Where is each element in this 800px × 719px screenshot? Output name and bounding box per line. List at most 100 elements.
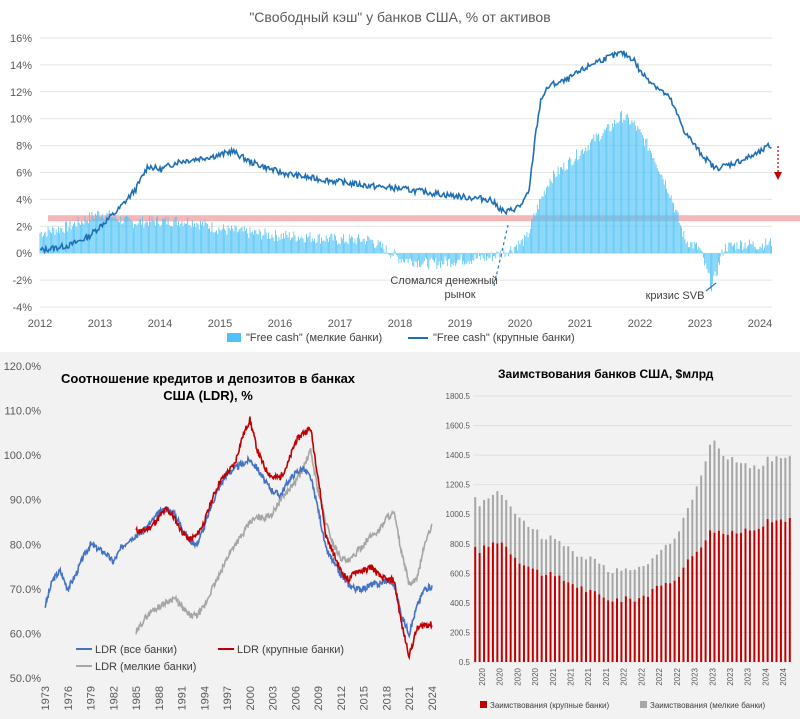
bar-borrow-small (474, 497, 477, 547)
bar-borrow-large (779, 519, 782, 662)
bar-borrow-small (553, 538, 556, 577)
bar-borrow-large (505, 546, 508, 662)
bar-borrow-small (584, 559, 587, 593)
bar-borrow-small (478, 506, 481, 553)
bar-borrow-small (593, 558, 596, 592)
bar-borrow-small (509, 506, 512, 555)
bar-borrow-large (647, 596, 650, 662)
bar-borrow-large (598, 594, 601, 662)
bar-borrow-small (713, 440, 716, 533)
down-arrowhead-icon (774, 172, 782, 180)
chart-title-line1: Соотношение кредитов и депозитов в банка… (61, 371, 356, 386)
x-tick-label: 2021 (568, 318, 592, 330)
money-market-annotation-line (493, 224, 509, 287)
bar-borrow-small (571, 551, 574, 585)
y-tick-label: 14% (10, 60, 32, 72)
y-tick-label: 50.0% (10, 673, 41, 685)
x-tick-label: 2021 (602, 667, 611, 685)
x-tick-label: 1997 (222, 686, 234, 710)
bar-borrow-large (474, 546, 477, 662)
bar-borrow-large (660, 585, 663, 662)
bar-borrow-large (633, 601, 636, 662)
bar-borrow-small (638, 566, 641, 599)
bar-borrow-large (771, 522, 774, 662)
bar-borrow-small (615, 568, 618, 599)
bar-borrow-small (500, 494, 503, 543)
y-tick-label: -4% (12, 302, 32, 314)
x-tick-label: 1991 (177, 686, 189, 710)
y-tick-label: 6% (16, 168, 32, 180)
bar-borrow-large (691, 556, 694, 662)
x-tick-label: 2000 (245, 686, 257, 710)
bar-borrow-large (553, 576, 556, 662)
chart-title: "Свободный кэш" у банков США, % от актив… (249, 9, 550, 25)
x-tick-label: 2018 (388, 318, 412, 330)
x-tick-label: 2024 (779, 667, 788, 685)
bar-borrow-large (571, 584, 574, 662)
bar-borrow-large (757, 528, 760, 662)
y-tick-label: 0% (16, 248, 32, 260)
bar-borrow-large (722, 533, 725, 662)
bar-borrow-large (584, 592, 587, 662)
x-tick-label: 1982 (108, 686, 120, 710)
bar-borrow-small (642, 566, 645, 596)
bar-borrow-large (602, 597, 605, 662)
bar-borrow-large (580, 586, 583, 662)
x-tick-label: 2015 (359, 686, 371, 710)
y-tick-label: 1800.5 (446, 392, 471, 401)
legend-label-ldr-large: LDR (крупные банки) (237, 644, 344, 656)
bar-borrow-large (540, 575, 543, 662)
bar-borrow-small (527, 526, 530, 567)
legend-label-borrow-small: Заимствования (мелкие банки) (650, 701, 765, 710)
x-tick-label: 1988 (154, 686, 166, 710)
bar-borrow-small (753, 465, 756, 531)
bar-borrow-large (766, 519, 769, 662)
x-tick-label: 2014 (148, 318, 172, 330)
x-tick-label: 2023 (744, 667, 753, 685)
bar-borrow-large (740, 532, 743, 662)
bar-borrow-large (624, 596, 627, 662)
bar-borrow-small (664, 544, 667, 583)
bar-borrow-small (779, 458, 782, 520)
bar-borrow-large (478, 552, 481, 662)
y-tick-label: 60.0% (10, 628, 41, 640)
line-ldr-large (135, 416, 433, 661)
bar-borrow-small (757, 469, 760, 529)
bar-borrow-large (713, 532, 716, 662)
legend-label-large-banks: "Free cash" (крупные банки) (433, 332, 575, 344)
x-tick-label: 2020 (513, 667, 522, 685)
y-tick-label: 1400.5 (446, 451, 471, 460)
bar-borrow-large (686, 559, 689, 662)
bar-borrow-large (638, 598, 641, 662)
y-tick-label: 110.0% (5, 406, 42, 418)
bar-borrow-large (629, 598, 632, 662)
y-tick-label: 1600.5 (446, 422, 471, 431)
bar-borrow-small (748, 468, 751, 531)
bar-borrow-large (536, 569, 539, 662)
bar-borrow-large (518, 563, 521, 662)
money-market-annotation-line1: Сломался денежный (390, 275, 497, 287)
bar-borrow-small (788, 456, 791, 518)
bar-borrow-large (651, 588, 654, 662)
x-tick-label: 2022 (620, 667, 629, 685)
bar-borrow-small (655, 554, 658, 586)
bar-borrow-small (518, 517, 521, 564)
bar-borrow-small (607, 572, 610, 601)
bar-borrow-large (531, 568, 534, 662)
bar-borrow-small (629, 570, 632, 599)
legend-label-small-banks: "Free cash" (мелкие банки) (246, 332, 382, 344)
y-tick-label: 200.5 (450, 628, 471, 637)
y-tick-label: 400.5 (450, 599, 471, 608)
bar-borrow-large (655, 585, 658, 662)
bar-borrow-small (673, 538, 676, 581)
bar-borrow-small (744, 463, 747, 529)
bar-borrow-small (487, 498, 490, 547)
x-tick-label: 2003 (268, 686, 280, 710)
x-tick-label: 2021 (566, 667, 575, 685)
x-tick-label: 2024 (748, 318, 772, 330)
bar-borrow-small (726, 459, 729, 535)
free-cash-chart: "Свободный кэш" у банков США, % от актив… (10, 9, 800, 344)
x-tick-label: 2020 (496, 667, 505, 685)
bar-borrow-small (558, 541, 561, 576)
bar-borrow-large (678, 576, 681, 662)
